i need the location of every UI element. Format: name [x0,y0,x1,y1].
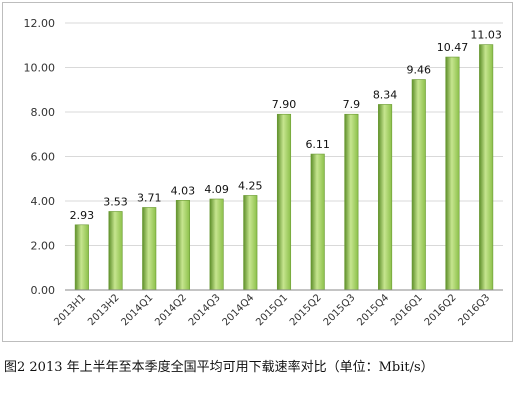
data-label: 9.46 [407,64,432,77]
data-label: 6.11 [305,138,330,151]
bar [378,104,393,291]
bar [411,79,426,291]
x-tick-label: 2014Q1 [120,292,156,328]
x-tick-label: 2016Q3 [456,292,492,328]
bar [175,200,190,291]
x-tick-label: 2013H1 [52,292,88,328]
data-label: 10.47 [437,41,469,54]
y-tick-label: 0.00 [31,284,56,297]
data-label: 11.03 [470,29,502,42]
bar [445,56,460,291]
x-tick-label: 2013H2 [86,292,122,328]
y-tick-label: 4.00 [31,195,56,208]
x-tick-label: 2016Q1 [389,292,425,328]
data-label: 4.25 [238,179,263,192]
x-tick-label: 2015Q3 [322,292,358,328]
y-tick-label: 6.00 [31,151,56,164]
bars [74,44,494,291]
data-labels: 2.93 3.53 3.71 4.03 4.09 4.25 7.90 6.11 7.9 8.34 9… [70,29,502,222]
x-tick-label: 2016Q2 [423,292,459,328]
y-tick-label: 2.00 [31,240,56,253]
y-axis-ticks: 0.00 2.00 4.00 6.00 8.00 10.00 12.00 [24,17,56,297]
x-tick-label: 2014Q3 [187,292,223,328]
bar [108,211,123,291]
data-label: 4.09 [204,183,229,196]
data-label: 7.90 [272,98,297,111]
y-tick-label: 10.00 [24,62,56,75]
x-tick-label: 2014Q4 [221,292,257,328]
x-tick-label: 2015Q1 [254,292,290,328]
data-label: 3.71 [137,191,162,204]
x-tick-label: 2015Q4 [355,292,391,328]
data-label: 8.34 [373,88,398,101]
bar [276,113,292,291]
bar [209,198,224,291]
bar [479,44,494,291]
x-tick-label: 2014Q2 [153,292,189,328]
bar [310,153,325,291]
y-tick-label: 8.00 [31,106,56,119]
bar [74,224,89,291]
figure-caption: 图2 2013 年上半年至本季度全国平均可用下载速率对比（单位：Mbit/s） [4,360,434,375]
bar [243,195,258,291]
x-axis-ticks: 2013H12013H22014Q12014Q22014Q32014Q42015… [52,292,492,328]
bar [344,113,359,291]
data-label: 7.9 [343,98,361,111]
bar-chart: 0.00 2.00 4.00 6.00 8.00 10.00 12.00 2.93 3.53 3… [24,17,503,328]
y-tick-label: 12.00 [24,17,56,30]
chart-frame: 0.00 2.00 4.00 6.00 8.00 10.00 12.00 2.93 3.53 3… [2,2,513,342]
x-tick-label: 2015Q2 [288,292,324,328]
data-label: 2.93 [70,209,95,222]
data-label: 3.53 [103,195,128,208]
data-label: 4.03 [171,184,196,197]
bar [142,207,157,291]
